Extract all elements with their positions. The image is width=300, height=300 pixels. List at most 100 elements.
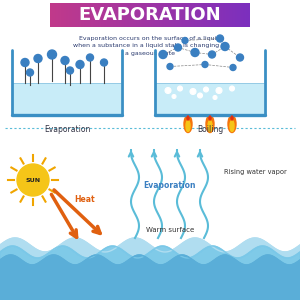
Bar <box>192 3 193 27</box>
Circle shape <box>175 44 182 51</box>
Bar <box>199 3 200 27</box>
Bar <box>221 3 222 27</box>
Bar <box>68 3 69 27</box>
Bar <box>136 3 137 27</box>
Circle shape <box>216 88 222 94</box>
Text: Evaporation occurs on the surface of a liquid
when a substance in a liquid state: Evaporation occurs on the surface of a l… <box>73 36 227 56</box>
Bar <box>238 3 239 27</box>
Circle shape <box>191 49 199 56</box>
Bar <box>157 3 158 27</box>
Bar <box>163 3 164 27</box>
Bar <box>230 3 231 27</box>
Circle shape <box>190 88 196 94</box>
Bar <box>177 3 178 27</box>
Circle shape <box>86 54 94 61</box>
Bar <box>81 3 82 27</box>
Bar <box>190 3 191 27</box>
Bar <box>185 3 186 27</box>
Bar <box>246 3 247 27</box>
Bar <box>224 3 225 27</box>
Bar <box>158 3 159 27</box>
Bar <box>117 3 118 27</box>
Text: SUN: SUN <box>26 178 40 182</box>
Ellipse shape <box>187 116 189 120</box>
Bar <box>213 3 214 27</box>
Bar <box>50 3 51 27</box>
Bar <box>150 3 151 27</box>
Bar <box>76 3 77 27</box>
Bar <box>51 3 52 27</box>
Bar <box>121 3 122 27</box>
Bar <box>237 3 238 27</box>
Bar <box>212 3 213 27</box>
Bar <box>100 3 101 27</box>
Circle shape <box>21 58 29 67</box>
Bar <box>144 3 145 27</box>
Circle shape <box>182 38 188 44</box>
Bar <box>169 3 170 27</box>
Bar <box>87 3 88 27</box>
Bar <box>105 3 106 27</box>
Circle shape <box>213 95 217 100</box>
Bar <box>243 3 244 27</box>
Circle shape <box>217 35 224 42</box>
Bar <box>77 3 78 27</box>
Text: Boiling: Boiling <box>197 125 223 134</box>
Ellipse shape <box>184 116 192 133</box>
Text: Heat: Heat <box>75 196 95 205</box>
Bar <box>245 3 246 27</box>
Bar <box>232 3 233 27</box>
Ellipse shape <box>206 116 214 133</box>
Bar <box>236 3 237 27</box>
Bar <box>208 3 209 27</box>
Text: Evaporation: Evaporation <box>44 125 90 134</box>
Bar <box>119 3 120 27</box>
Bar <box>93 3 94 27</box>
Bar <box>123 3 124 27</box>
Bar <box>162 3 163 27</box>
Bar <box>233 3 234 27</box>
Bar <box>65 3 66 27</box>
Bar <box>58 3 59 27</box>
Bar <box>160 3 161 27</box>
Bar <box>109 3 110 27</box>
Bar <box>248 3 249 27</box>
Bar <box>56 3 57 27</box>
Bar <box>145 3 146 27</box>
Bar <box>67 3 68 27</box>
Bar <box>94 3 95 27</box>
Bar <box>234 3 235 27</box>
Circle shape <box>230 64 236 70</box>
Ellipse shape <box>208 121 212 131</box>
Circle shape <box>61 56 69 64</box>
Bar <box>99 3 100 27</box>
Circle shape <box>203 87 208 92</box>
Bar <box>106 3 107 27</box>
Bar <box>155 3 156 27</box>
Bar <box>132 3 133 27</box>
Bar <box>182 3 183 27</box>
Bar <box>211 3 212 27</box>
Bar <box>133 3 134 27</box>
Bar <box>228 3 229 27</box>
Bar <box>96 3 97 27</box>
Bar <box>143 3 144 27</box>
Circle shape <box>167 64 173 70</box>
Bar <box>82 3 83 27</box>
Bar <box>140 3 141 27</box>
Bar <box>113 3 114 27</box>
Bar <box>95 3 96 27</box>
Circle shape <box>67 67 73 74</box>
Bar <box>116 3 117 27</box>
Bar <box>154 3 155 27</box>
Bar <box>149 3 150 27</box>
Bar <box>64 3 65 27</box>
Bar <box>175 3 176 27</box>
Bar <box>166 3 167 27</box>
Bar <box>203 3 204 27</box>
Bar <box>135 3 136 27</box>
Bar <box>178 3 179 27</box>
Circle shape <box>17 164 49 196</box>
Circle shape <box>202 61 208 68</box>
Text: Warm surface: Warm surface <box>146 227 194 233</box>
